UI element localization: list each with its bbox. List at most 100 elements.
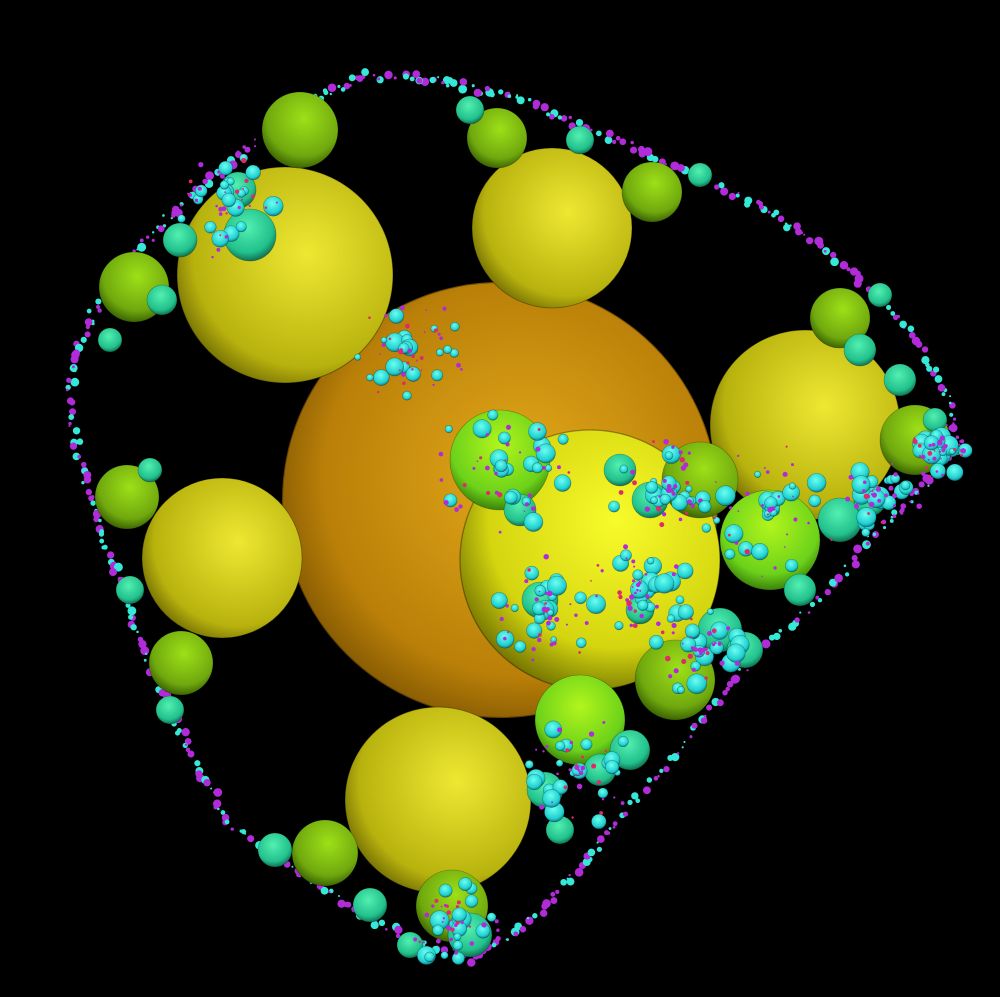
fractal-dust — [953, 448, 957, 452]
fractal-dust — [884, 493, 888, 498]
fractal-dust — [863, 493, 870, 500]
fractal-dust — [535, 446, 541, 452]
fractal-dust — [714, 184, 720, 190]
fractal-dust — [454, 923, 458, 928]
fractal-dust — [817, 598, 823, 603]
fractal-dust — [625, 557, 628, 560]
fractal-dust — [543, 553, 549, 560]
fractal-dust — [467, 958, 476, 967]
tiny-sphere — [546, 575, 567, 596]
fractal-dust — [171, 213, 176, 218]
fractal-dust — [845, 496, 851, 502]
fractal-dust — [933, 449, 936, 452]
tiny-sphere — [552, 779, 569, 795]
fractal-dust — [515, 95, 519, 99]
fractal-dust — [449, 919, 452, 922]
fractal-dust — [911, 336, 921, 346]
fractal-dust — [80, 336, 87, 343]
fractal-dust — [440, 905, 443, 908]
tiny-sphere — [443, 345, 453, 354]
tiny-sphere — [648, 634, 664, 650]
fractal-dust — [503, 636, 507, 641]
fractal-dust — [639, 613, 644, 619]
fractal-dust — [145, 235, 150, 239]
fractal-dust — [198, 162, 204, 168]
fractal-dust — [415, 359, 418, 362]
fractal-dust — [557, 465, 561, 470]
fractal-dust — [203, 779, 211, 787]
fractal-dust — [253, 138, 256, 141]
fractal-dust — [734, 541, 739, 545]
fractal-dust — [599, 811, 604, 815]
fractal-dust — [459, 78, 468, 86]
fractal-dust — [97, 308, 102, 313]
fractal-dust — [69, 408, 77, 416]
fractal-dust — [639, 589, 642, 592]
fractal-dust — [783, 546, 786, 548]
fractal-dust — [471, 84, 475, 88]
fractal-dust — [224, 819, 230, 825]
fractal-dust — [411, 354, 415, 359]
small-sphere — [162, 222, 198, 258]
fractal-dust — [86, 308, 92, 314]
fractal-dust — [844, 572, 850, 577]
fractal-dust — [542, 465, 546, 470]
fractal-dust — [95, 304, 101, 310]
small-sphere — [97, 327, 123, 353]
fractal-dust — [494, 471, 498, 476]
fractal-dust — [949, 395, 952, 398]
tiny-sphere — [526, 773, 543, 791]
fractal-dust — [652, 440, 655, 444]
small-sphere — [146, 284, 178, 316]
fractal-dust — [921, 355, 930, 365]
fractal-dust — [795, 228, 803, 236]
tiny-sphere — [498, 431, 511, 445]
fractal-dust — [807, 611, 811, 614]
fractal-dust — [109, 568, 118, 577]
fractal-dust — [450, 927, 455, 932]
fractal-dust — [85, 324, 90, 330]
fractal-dust — [441, 80, 445, 85]
fractal-dust — [604, 136, 613, 144]
fractal-dust — [402, 73, 410, 80]
fractal-dust — [604, 749, 608, 753]
fractal-dust — [716, 699, 724, 707]
fractal-dust — [494, 490, 499, 495]
fractal-dust — [95, 298, 102, 305]
fractal-dust — [839, 260, 849, 270]
fractal-dust — [549, 642, 554, 647]
tiny-sphere — [664, 451, 674, 460]
fractal-dust — [127, 606, 137, 616]
fractal-dust — [431, 904, 435, 908]
fractal-dust — [634, 591, 637, 595]
fractal-dust — [455, 905, 460, 909]
fractal-dust — [960, 453, 963, 457]
fractal-dust — [340, 87, 346, 92]
fractal-dust — [619, 138, 627, 146]
fractal-dust — [507, 630, 510, 634]
fractal-dust — [659, 768, 664, 773]
fractal-dust — [773, 209, 780, 216]
fractal-dust — [686, 499, 692, 505]
tiny-sphere — [675, 595, 685, 605]
fractal-dust — [157, 225, 165, 233]
fractal-dust — [877, 498, 882, 503]
fractal-dust — [526, 917, 530, 920]
fractal-dust — [244, 146, 251, 153]
fractal-dust — [456, 900, 461, 905]
fractal-dust — [934, 375, 943, 383]
small-sphere — [352, 887, 388, 923]
small-sphere — [843, 333, 877, 367]
fractal-dust — [552, 641, 557, 646]
fractal-dust — [683, 740, 686, 743]
tiny-sphere — [619, 549, 632, 562]
fractal-dust — [569, 740, 573, 745]
fractal-dust — [678, 450, 683, 455]
fractal-dust — [758, 204, 764, 210]
fractal-dust — [807, 521, 810, 525]
fractal-dust — [184, 743, 188, 746]
fractal-dust — [442, 76, 451, 85]
fractal-dust — [505, 604, 509, 608]
fractal-dust — [432, 383, 435, 387]
fractal-dust — [596, 846, 603, 852]
